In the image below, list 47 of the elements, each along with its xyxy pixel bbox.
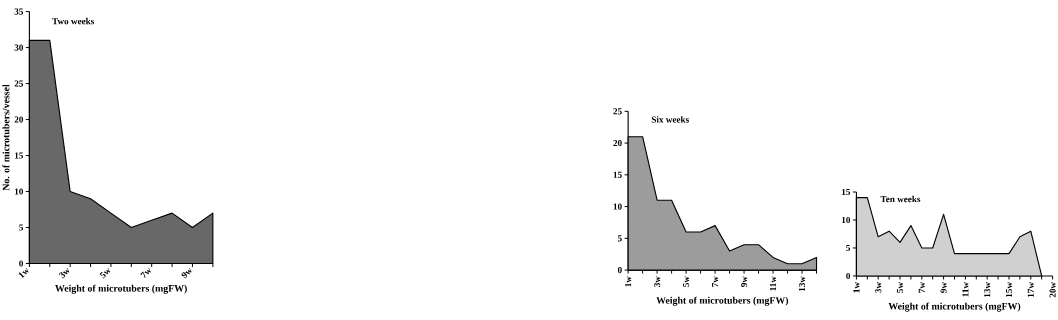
y-tick-label: 5: [617, 235, 622, 242]
x-tick-label: 5w: [683, 276, 690, 288]
y-tick-label: 0: [846, 273, 851, 280]
y-tick-label: 30: [14, 44, 24, 51]
x-tick-label: 13w: [984, 282, 991, 298]
x-tick-label: 7w: [918, 282, 925, 293]
x-tick-label: 13w: [798, 276, 806, 292]
x-axis-title: Weight of microtubers (mgFW): [55, 284, 187, 294]
y-tick-label: 10: [842, 217, 851, 224]
x-axis-title: Weight of microtubers (mgFW): [656, 296, 789, 306]
y-tick-label: 35: [14, 8, 24, 15]
x-tick-label: 17w: [1027, 282, 1034, 298]
text: Two weeks: [52, 18, 95, 25]
y-tick-label: 20: [14, 116, 24, 123]
y-tick-label: 5: [846, 245, 851, 252]
x-tick-label: 3w: [58, 268, 70, 279]
x-tick-label: 1w: [853, 282, 860, 293]
y-tick-label: 15: [14, 152, 24, 159]
y-axis-title: No. of microtubers/vessel: [2, 84, 10, 191]
y-tick-label: 0: [19, 260, 24, 267]
chart-title: Six weeks: [651, 116, 689, 123]
x-tick-label: 7w: [140, 268, 151, 279]
x-tick-label: 15w: [1005, 282, 1013, 298]
x-tick-label: 5w: [99, 268, 111, 279]
x-tick-label: 3w: [654, 276, 661, 288]
x-tick-label: 5w: [896, 282, 904, 293]
y-tick-label: 0: [617, 267, 622, 274]
x-tick-label: 9w: [741, 276, 748, 288]
y-tick-label: 20: [613, 140, 622, 147]
y-tick-label: 15: [842, 189, 851, 196]
y-tick-label: 15: [613, 171, 622, 179]
x-tick-label: 11w: [962, 282, 969, 297]
x-tick-label: 1w: [625, 276, 632, 287]
x-tick-label: 1w: [18, 268, 29, 279]
chart-title: Ten weeks: [880, 195, 921, 203]
x-axis-title: Weight of microtubers (mgFW): [888, 302, 1021, 312]
x-tick-label: 20w: [1049, 282, 1056, 298]
x-tick-label: 9w: [181, 268, 192, 279]
x-tick-label: 11w: [769, 276, 777, 291]
y-tick-label: 5: [19, 224, 24, 231]
x-tick-label: 9w: [940, 282, 947, 294]
y-tick-label: 25: [14, 80, 24, 87]
y-tick-label: 25: [613, 108, 622, 115]
y-tick-label: 10: [613, 203, 622, 210]
x-tick-label: 3w: [875, 282, 882, 293]
x-tick-label: 7w: [712, 276, 719, 287]
y-tick-label: 10: [14, 188, 24, 195]
